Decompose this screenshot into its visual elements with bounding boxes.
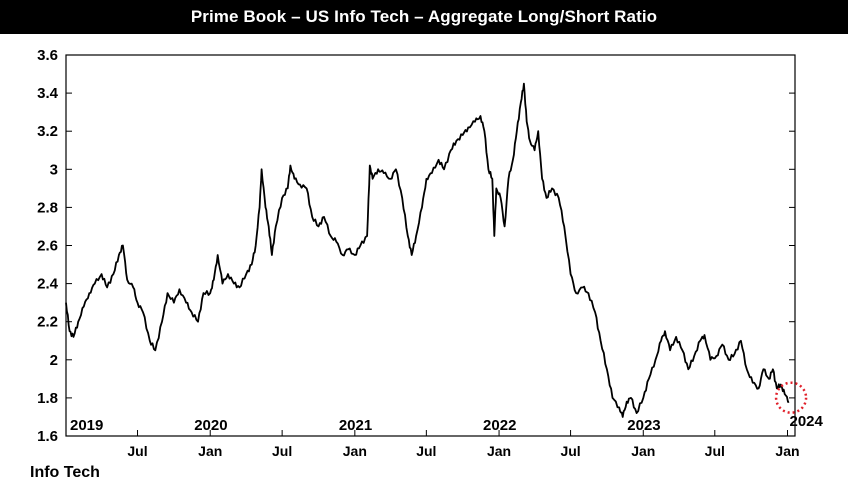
y-tick-label: 1.6 <box>37 428 58 445</box>
x-tick-label: Jul <box>560 443 580 459</box>
y-tick-label: 3 <box>50 161 58 178</box>
series-line <box>65 82 790 418</box>
y-tick-label: 2.4 <box>37 276 59 293</box>
legend-label: Info Tech <box>30 464 100 481</box>
y-tick-label: 1.8 <box>37 390 58 407</box>
x-year-label: 2021 <box>339 417 372 434</box>
x-year-label: 2019 <box>70 417 103 434</box>
y-tick-label: 2.2 <box>37 314 58 331</box>
x-tick-label: Jan <box>631 443 655 459</box>
x-tick-label: Jul <box>705 443 725 459</box>
x-tick-label: Jan <box>343 443 367 459</box>
y-tick-label: 2 <box>50 352 58 369</box>
x-year-label: 2020 <box>194 417 227 434</box>
x-tick-label: Jul <box>416 443 436 459</box>
x-tick-label: Jul <box>272 443 292 459</box>
highlight-group <box>774 381 808 414</box>
y-tick-label: 2.6 <box>37 238 58 255</box>
x-tick-label: Jan <box>198 443 222 459</box>
plot-border <box>65 54 796 437</box>
x-year-label: 2024 <box>789 413 823 430</box>
y-axis: 3.6 3.4 3.2 3 2.8 2.6 2.4 2.2 2 1.8 1.6 <box>37 47 795 445</box>
y-tick-label: 3.4 <box>37 85 59 102</box>
highlight-circle <box>774 381 808 414</box>
y-tick-label: 2.8 <box>37 199 58 216</box>
x-tick-label: Jan <box>487 443 511 459</box>
x-tick-label: Jul <box>127 443 147 459</box>
series-group <box>65 82 790 418</box>
chart-title: Prime Book – US Info Tech – Aggregate Lo… <box>0 0 848 34</box>
x-year-label: 2023 <box>627 417 660 434</box>
plot-frame <box>65 54 796 437</box>
y-tick-label: 3.6 <box>37 47 58 64</box>
x-tick-label: Jan <box>775 443 799 459</box>
x-year-label: 2022 <box>483 417 516 434</box>
x-axis: Jul Jan Jul Jan Jul Jan Jul Jan Jul Jan 2019 2020 20… <box>70 413 824 459</box>
y-tick-label: 3.2 <box>37 123 58 140</box>
